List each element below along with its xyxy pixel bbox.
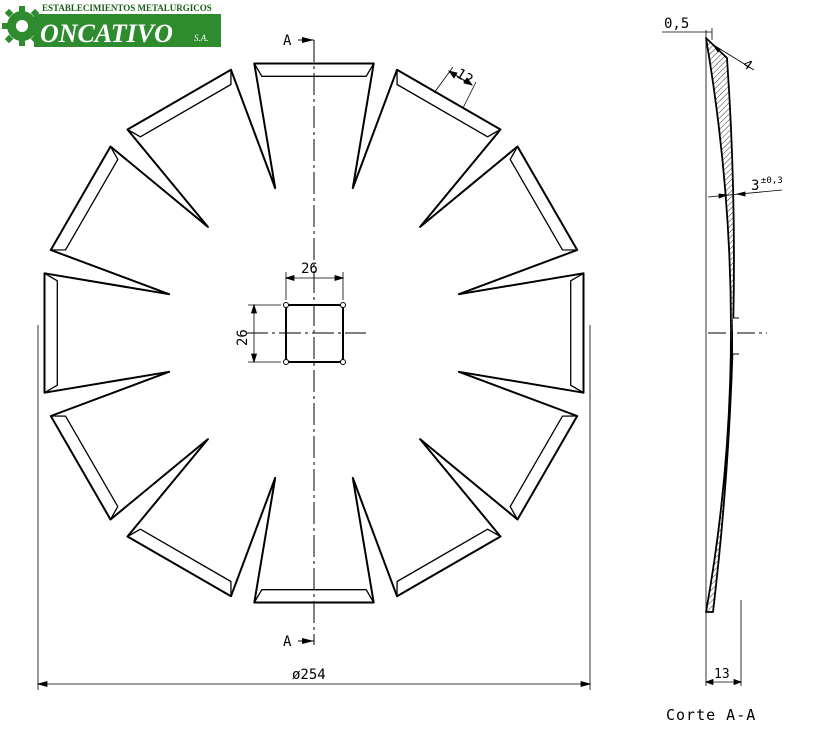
tooth-bevel	[50, 415, 119, 520]
center-lines	[246, 40, 366, 645]
diameter-dimension	[36, 325, 592, 690]
section-mark-top-label: A	[283, 33, 292, 49]
logo-suffix: S.A.	[194, 33, 209, 43]
hole-height-label: 26	[235, 329, 251, 346]
company-logo: ESTABLECIMIENTOS METALURGICOS ONCATIVO S…	[2, 3, 221, 48]
tooth-bevel	[396, 528, 501, 597]
thickness-tolerance: ±0,3	[761, 176, 783, 186]
diameter-label: ø254	[292, 667, 326, 683]
tooth-bevel	[509, 415, 578, 520]
center-square-hole	[283, 302, 346, 365]
hole-height-dimension	[248, 303, 281, 364]
section-mark-top: A	[283, 33, 314, 49]
tooth-bevel	[127, 528, 232, 597]
hole-width-dimension	[284, 272, 345, 300]
tooth-bevel	[127, 69, 232, 138]
tooth-width-label: 12	[453, 66, 476, 89]
section-hole-gap	[733, 318, 739, 354]
depth-dimension	[704, 678, 743, 686]
offset-dimension	[662, 28, 713, 40]
section-mark-bottom-label: A	[283, 634, 292, 650]
edge-label: 4	[740, 57, 755, 74]
tooth-bevel	[44, 272, 58, 394]
logo-top-text: ESTABLECIMIENTOS METALURGICOS	[42, 3, 212, 13]
logo-brand: ONCATIVO	[40, 19, 173, 48]
depth-label: 13	[714, 667, 730, 682]
thickness-label: 3	[751, 178, 759, 194]
section-mark-bottom: A	[283, 634, 314, 650]
tooth-bevel	[50, 146, 119, 251]
thickness-dimension	[707, 189, 783, 199]
offset-label: 0,5	[664, 16, 689, 32]
section-title: Corte A-A	[666, 706, 756, 724]
hole-width-label: 26	[301, 261, 318, 277]
edge-dimension	[711, 43, 755, 71]
gear-icon	[2, 6, 42, 46]
logo-banner	[34, 14, 221, 47]
tooth-bevel	[570, 272, 584, 394]
section-view	[705, 30, 767, 686]
tooth-bevel	[509, 146, 578, 251]
section-profile	[705, 37, 735, 613]
tooth-width-dimension	[433, 66, 477, 109]
tooth-bevel	[396, 69, 501, 138]
